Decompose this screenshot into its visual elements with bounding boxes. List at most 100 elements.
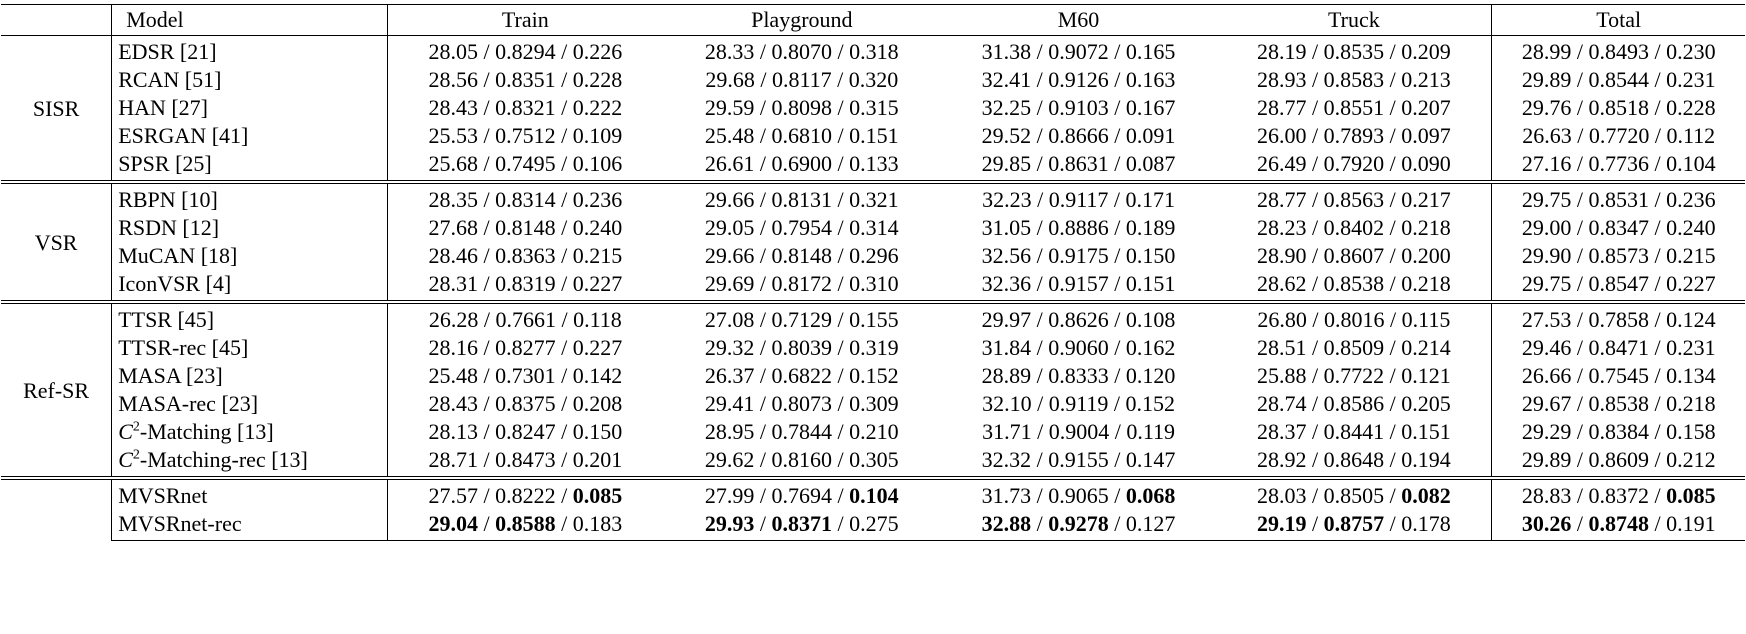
lpips-value: 0.212 (1666, 447, 1716, 472)
ssim-value: 0.6810 (771, 123, 833, 148)
ssim-value: 0.8347 (1588, 215, 1649, 240)
psnr-value: 31.38 (981, 39, 1032, 64)
model-name: RCAN [51] (111, 66, 388, 94)
lpips-value: 0.152 (1125, 391, 1176, 416)
lpips-value: 0.085 (572, 483, 623, 508)
psnr-value: 29.75 (1521, 271, 1572, 296)
ssim-value: 0.9126 (1048, 67, 1109, 92)
metric-cell-m60: 28.89 / 0.8333 / 0.120 (981, 363, 1176, 388)
lpips-value: 0.236 (572, 187, 623, 212)
psnr-value: 32.88 (981, 511, 1032, 536)
model-name: MVSRnet (111, 476, 388, 510)
ssim-value: 0.8375 (495, 391, 556, 416)
metric-cell-train: 25.48 / 0.7301 / 0.142 (428, 363, 623, 388)
lpips-value: 0.228 (572, 67, 623, 92)
metric-cell-m60: 31.73 / 0.9065 / 0.068 (940, 476, 1217, 510)
lpips-value: 0.231 (1666, 335, 1716, 360)
column-header-playground: Playground (662, 4, 941, 36)
ssim-value: 0.6900 (771, 151, 833, 176)
psnr-value: 29.32 (704, 335, 755, 360)
table-row: C2-Matching [13] 28.13 / 0.8247 / 0.150 28… (1, 418, 1745, 446)
ssim-value: 0.8538 (1588, 391, 1649, 416)
table-row: SISR EDSR [21] 28.05 / 0.8294 / 0.226 28.33… (1, 35, 1745, 182)
psnr-value: 28.23 (1257, 215, 1307, 240)
lpips-value: 0.296 (849, 243, 899, 268)
metric-cell-total: 29.29 / 0.8384 / 0.158 (1521, 419, 1716, 444)
metric-cell-truck: 26.49 / 0.7920 / 0.090 (1216, 150, 1493, 182)
ssim-value: 0.7661 (495, 307, 556, 332)
model-name-text: -Matching-rec [13] (139, 447, 308, 472)
psnr-value: 29.76 (1521, 95, 1572, 120)
ssim-value: 0.7858 (1588, 307, 1649, 332)
psnr-value: 26.49 (1257, 151, 1307, 176)
lpips-value: 0.068 (1125, 483, 1176, 508)
lpips-value: 0.158 (1666, 419, 1716, 444)
metric-cell-train: 28.13 / 0.8247 / 0.150 (428, 419, 623, 444)
metric-cell-m60: 29.52 / 0.8666 / 0.091 (981, 123, 1176, 148)
table-row: IconVSR [4] 28.31 / 0.8319 / 0.227 29.69 /… (1, 270, 1745, 302)
table-body: SISR EDSR [21] 28.05 / 0.8294 / 0.226 28.33… (1, 35, 1745, 541)
ssim-value: 0.9065 (1048, 483, 1109, 508)
metric-cell-train: 28.31 / 0.8319 / 0.227 (428, 271, 623, 296)
psnr-value: 29.85 (981, 151, 1032, 176)
psnr-value: 28.77 (1257, 187, 1307, 212)
metric-cell-total: 29.00 / 0.8347 / 0.240 (1521, 215, 1716, 240)
metric-cell-total: 29.67 / 0.8538 / 0.218 (1521, 391, 1716, 416)
psnr-value: 29.46 (1521, 335, 1572, 360)
ssim-value: 0.7954 (771, 215, 833, 240)
lpips-value: 0.240 (1666, 215, 1716, 240)
lpips-value: 0.315 (849, 95, 899, 120)
psnr-value: 29.62 (704, 447, 755, 472)
ssim-value: 0.6822 (771, 363, 833, 388)
ssim-value: 0.7512 (495, 123, 556, 148)
psnr-value: 32.36 (981, 271, 1032, 296)
psnr-value: 25.88 (1257, 363, 1307, 388)
model-name: RBPN [10] (111, 180, 388, 214)
ssim-value: 0.8535 (1323, 39, 1385, 64)
psnr-value: 29.93 (704, 511, 755, 536)
ssim-value: 0.8039 (771, 335, 833, 360)
metric-cell-playground: 29.32 / 0.8039 / 0.319 (704, 335, 899, 360)
metric-cell-total: 29.75 / 0.8547 / 0.227 (1521, 271, 1716, 296)
metric-cell-playground: 29.05 / 0.7954 / 0.314 (704, 215, 899, 240)
ssim-value: 0.8294 (495, 39, 556, 64)
psnr-value: 28.31 (428, 271, 478, 296)
metric-cell-m60: 31.84 / 0.9060 / 0.162 (981, 335, 1176, 360)
psnr-value: 25.68 (428, 151, 478, 176)
model-name: ESRGAN [41] (111, 122, 388, 150)
lpips-value: 0.236 (1666, 187, 1716, 212)
ssim-value: 0.8588 (495, 511, 556, 536)
lpips-value: 0.151 (1125, 271, 1176, 296)
lpips-value: 0.231 (1666, 67, 1716, 92)
model-name: MASA [23] (111, 362, 388, 390)
lpips-value: 0.171 (1125, 187, 1176, 212)
lpips-value: 0.215 (572, 243, 623, 268)
table-row: TTSR-rec [45] 28.16 / 0.8277 / 0.227 29.32… (1, 334, 1745, 362)
metric-cell-playground: 28.95 / 0.7844 / 0.210 (704, 419, 899, 444)
metric-cell-total: 28.99 / 0.8493 / 0.230 (1521, 39, 1716, 64)
model-name-prefix: C (118, 447, 133, 472)
metric-cell-m60: 31.38 / 0.9072 / 0.165 (981, 39, 1176, 64)
model-name-text: MuCAN [18] (118, 243, 238, 268)
metric-cell-total: 28.83 / 0.8372 / 0.085 (1491, 476, 1745, 510)
ssim-value: 0.8886 (1048, 215, 1109, 240)
psnr-value: 32.56 (981, 243, 1032, 268)
psnr-value: 30.26 (1521, 511, 1572, 536)
lpips-value: 0.121 (1401, 363, 1451, 388)
psnr-value: 29.04 (428, 511, 478, 536)
lpips-value: 0.090 (1401, 151, 1451, 176)
lpips-value: 0.215 (1666, 243, 1716, 268)
metric-cell-train: 28.43 / 0.8321 / 0.222 (428, 95, 623, 120)
lpips-value: 0.218 (1401, 215, 1451, 240)
model-name: HAN [27] (111, 94, 388, 122)
ssim-value: 0.8471 (1588, 335, 1649, 360)
ssim-value: 0.8384 (1588, 419, 1649, 444)
ssim-value: 0.7129 (771, 307, 833, 332)
lpips-value: 0.205 (1401, 391, 1451, 416)
psnr-value: 29.89 (1521, 67, 1572, 92)
model-name-text: TTSR-rec [45] (118, 335, 249, 360)
lpips-value: 0.133 (849, 151, 899, 176)
ssim-value: 0.9278 (1048, 511, 1109, 536)
table-row: MASA-rec [23] 28.43 / 0.8375 / 0.208 29.41… (1, 390, 1745, 418)
column-header-m60: M60 (940, 4, 1217, 36)
